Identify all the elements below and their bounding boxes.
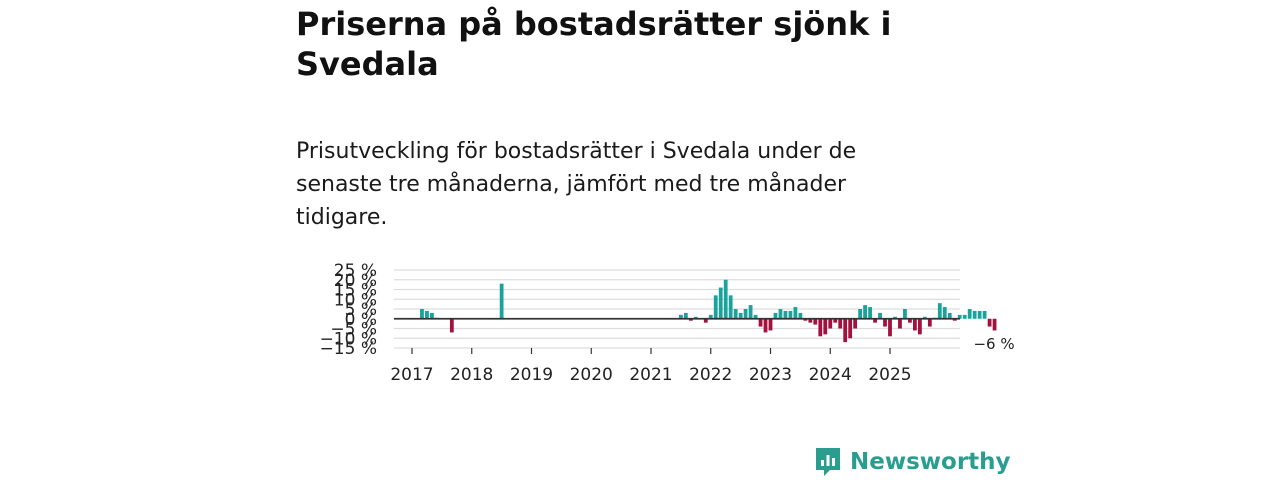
x-tick-label: 2021 <box>629 365 672 385</box>
x-tick-label: 2018 <box>450 365 493 385</box>
bar <box>798 312 803 319</box>
bar <box>967 309 972 319</box>
bar <box>723 279 728 319</box>
bar <box>808 318 813 323</box>
bar-series <box>420 279 997 343</box>
bar <box>768 318 773 331</box>
bar <box>773 312 778 319</box>
bar <box>758 318 763 327</box>
bar <box>803 318 808 321</box>
y-axis-ticks: 25 %20 %15 %10 %5 %0 %−5 %−10 %−15 % <box>320 261 377 359</box>
bar <box>888 318 892 337</box>
x-tick-label: 2023 <box>749 365 792 385</box>
bar <box>828 318 833 329</box>
bar <box>425 310 429 319</box>
y-tick-label: −10 % <box>320 329 377 349</box>
x-tick-label: 2020 <box>570 365 613 385</box>
bar <box>778 309 783 319</box>
bar <box>708 314 713 319</box>
bar <box>430 312 434 319</box>
brand-name: Newsworthy <box>850 449 1011 475</box>
bar <box>962 314 967 319</box>
bar <box>937 303 942 319</box>
bar <box>748 305 753 319</box>
x-tick-label: 2019 <box>510 365 553 385</box>
bar <box>738 312 743 319</box>
bar <box>982 310 987 319</box>
bar <box>893 316 897 319</box>
bar <box>688 318 693 321</box>
bar <box>449 318 454 333</box>
bar <box>843 318 848 343</box>
bar <box>788 310 793 319</box>
bar <box>813 318 818 325</box>
y-tick-label: −15 % <box>320 339 377 359</box>
chart-subtitle: Prisutveckling för bostadsrätter i Sveda… <box>296 139 857 230</box>
bar <box>913 318 917 331</box>
y-tick-label: 20 % <box>334 271 377 291</box>
bar <box>868 307 872 319</box>
y-tick-label: 5 % <box>345 300 377 320</box>
x-tick-label: 2025 <box>868 365 911 385</box>
y-tick-label: −5 % <box>330 320 377 340</box>
bar <box>922 316 927 319</box>
x-axis-ticks: 2017 2018 2019 2020 2021 2022 2023 2024 2025 <box>390 348 912 385</box>
bar <box>823 318 828 335</box>
bar <box>728 295 733 319</box>
bar <box>898 318 902 329</box>
bar <box>917 318 922 335</box>
bar <box>873 318 877 323</box>
bar <box>499 283 504 319</box>
bar <box>883 318 887 327</box>
bar <box>703 318 708 323</box>
bar <box>878 312 882 319</box>
y-tick-label: 25 % <box>334 261 377 281</box>
bar <box>848 318 853 339</box>
bar <box>952 318 957 321</box>
bar <box>793 307 798 319</box>
bar <box>858 309 863 319</box>
bar <box>818 318 823 337</box>
bar <box>992 318 997 331</box>
bar <box>763 318 768 333</box>
bar <box>972 310 977 319</box>
bar <box>678 314 683 319</box>
bar <box>753 314 758 319</box>
y-tick-label: 10 % <box>334 290 377 310</box>
bar <box>693 316 698 319</box>
bar <box>947 312 952 319</box>
bar <box>957 314 962 319</box>
bar <box>718 287 723 319</box>
bar <box>853 318 858 329</box>
bar <box>683 312 688 319</box>
grid-lines <box>394 269 960 349</box>
bar <box>743 309 748 319</box>
bar <box>927 318 932 327</box>
x-tick-label: 2022 <box>689 365 732 385</box>
last-value-label: −6 % <box>973 335 1014 353</box>
bar <box>713 295 718 319</box>
bar <box>942 307 947 319</box>
brand-logo: Newsworthy <box>814 445 1011 479</box>
bar <box>838 318 843 329</box>
bar <box>833 318 838 323</box>
bar <box>908 318 912 323</box>
bar <box>977 310 982 319</box>
newsworthy-logo-icon <box>816 448 840 476</box>
y-tick-label: 15 % <box>334 281 377 301</box>
bar <box>903 309 907 319</box>
x-tick-label: 2017 <box>390 365 433 385</box>
bar <box>863 305 867 319</box>
chart-title: Priserna på bostadsrätter sjönk i Svedal… <box>296 5 892 83</box>
y-tick-label: 0 % <box>345 310 377 330</box>
bar <box>783 310 788 319</box>
x-tick-label: 2024 <box>809 365 852 385</box>
bar <box>733 309 738 319</box>
bar <box>987 318 992 327</box>
bar <box>420 309 424 319</box>
